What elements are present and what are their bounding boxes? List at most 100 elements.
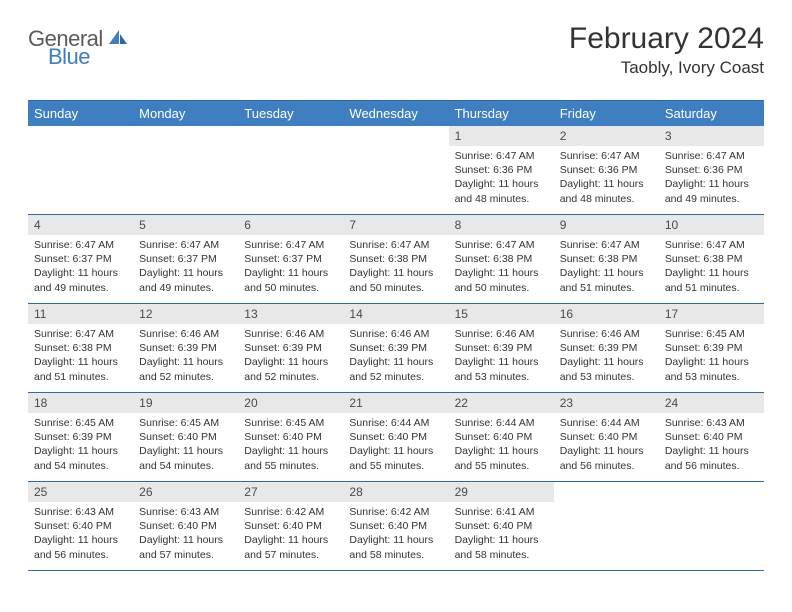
day-number: 9 [554,215,659,235]
empty-cell [554,482,659,570]
day-number: 25 [28,482,133,502]
day-content: Sunrise: 6:45 AMSunset: 6:40 PMDaylight:… [238,413,343,477]
day-content: Sunrise: 6:47 AMSunset: 6:38 PMDaylight:… [554,235,659,299]
day-cell: 10Sunrise: 6:47 AMSunset: 6:38 PMDayligh… [659,215,764,303]
day-header-thursday: Thursday [449,101,554,126]
empty-cell [133,126,238,214]
week-row: 25Sunrise: 6:43 AMSunset: 6:40 PMDayligh… [28,482,764,571]
day-number: 18 [28,393,133,413]
week-row: 1Sunrise: 6:47 AMSunset: 6:36 PMDaylight… [28,126,764,215]
logo: General Blue [28,26,129,52]
day-content: Sunrise: 6:45 AMSunset: 6:40 PMDaylight:… [133,413,238,477]
day-content: Sunrise: 6:42 AMSunset: 6:40 PMDaylight:… [238,502,343,566]
day-header-row: SundayMondayTuesdayWednesdayThursdayFrid… [28,101,764,126]
day-content: Sunrise: 6:44 AMSunset: 6:40 PMDaylight:… [449,413,554,477]
day-cell: 28Sunrise: 6:42 AMSunset: 6:40 PMDayligh… [343,482,448,570]
day-number: 5 [133,215,238,235]
page-header: General Blue February 2024 Taobly, Ivory… [28,22,764,78]
day-number: 12 [133,304,238,324]
month-title: February 2024 [569,22,764,56]
week-row: 18Sunrise: 6:45 AMSunset: 6:39 PMDayligh… [28,393,764,482]
day-cell: 24Sunrise: 6:43 AMSunset: 6:40 PMDayligh… [659,393,764,481]
location-label: Taobly, Ivory Coast [569,58,764,78]
day-cell: 12Sunrise: 6:46 AMSunset: 6:39 PMDayligh… [133,304,238,392]
day-cell: 9Sunrise: 6:47 AMSunset: 6:38 PMDaylight… [554,215,659,303]
day-header-friday: Friday [554,101,659,126]
day-content: Sunrise: 6:45 AMSunset: 6:39 PMDaylight:… [28,413,133,477]
day-number: 8 [449,215,554,235]
day-cell: 13Sunrise: 6:46 AMSunset: 6:39 PMDayligh… [238,304,343,392]
day-content: Sunrise: 6:44 AMSunset: 6:40 PMDaylight:… [554,413,659,477]
day-content: Sunrise: 6:47 AMSunset: 6:36 PMDaylight:… [449,146,554,210]
day-cell: 19Sunrise: 6:45 AMSunset: 6:40 PMDayligh… [133,393,238,481]
day-content: Sunrise: 6:47 AMSunset: 6:36 PMDaylight:… [659,146,764,210]
day-number: 13 [238,304,343,324]
day-content: Sunrise: 6:45 AMSunset: 6:39 PMDaylight:… [659,324,764,388]
day-cell: 15Sunrise: 6:46 AMSunset: 6:39 PMDayligh… [449,304,554,392]
day-number: 27 [238,482,343,502]
day-number: 24 [659,393,764,413]
day-cell: 22Sunrise: 6:44 AMSunset: 6:40 PMDayligh… [449,393,554,481]
day-content: Sunrise: 6:47 AMSunset: 6:38 PMDaylight:… [343,235,448,299]
day-number: 28 [343,482,448,502]
day-cell: 11Sunrise: 6:47 AMSunset: 6:38 PMDayligh… [28,304,133,392]
day-content: Sunrise: 6:47 AMSunset: 6:37 PMDaylight:… [28,235,133,299]
day-number: 23 [554,393,659,413]
empty-cell [343,126,448,214]
day-number: 19 [133,393,238,413]
day-cell: 4Sunrise: 6:47 AMSunset: 6:37 PMDaylight… [28,215,133,303]
day-number: 6 [238,215,343,235]
day-content: Sunrise: 6:43 AMSunset: 6:40 PMDaylight:… [28,502,133,566]
day-content: Sunrise: 6:42 AMSunset: 6:40 PMDaylight:… [343,502,448,566]
day-cell: 25Sunrise: 6:43 AMSunset: 6:40 PMDayligh… [28,482,133,570]
week-row: 11Sunrise: 6:47 AMSunset: 6:38 PMDayligh… [28,304,764,393]
empty-cell [238,126,343,214]
day-content: Sunrise: 6:44 AMSunset: 6:40 PMDaylight:… [343,413,448,477]
day-cell: 18Sunrise: 6:45 AMSunset: 6:39 PMDayligh… [28,393,133,481]
day-cell: 17Sunrise: 6:45 AMSunset: 6:39 PMDayligh… [659,304,764,392]
day-cell: 26Sunrise: 6:43 AMSunset: 6:40 PMDayligh… [133,482,238,570]
day-cell: 8Sunrise: 6:47 AMSunset: 6:38 PMDaylight… [449,215,554,303]
day-content: Sunrise: 6:47 AMSunset: 6:37 PMDaylight:… [133,235,238,299]
day-cell: 27Sunrise: 6:42 AMSunset: 6:40 PMDayligh… [238,482,343,570]
day-number: 22 [449,393,554,413]
day-header-saturday: Saturday [659,101,764,126]
day-number: 11 [28,304,133,324]
day-number: 2 [554,126,659,146]
day-content: Sunrise: 6:47 AMSunset: 6:38 PMDaylight:… [28,324,133,388]
calendar-page: General Blue February 2024 Taobly, Ivory… [0,0,792,591]
weeks-container: 1Sunrise: 6:47 AMSunset: 6:36 PMDaylight… [28,126,764,571]
day-number: 16 [554,304,659,324]
logo-text-blue: Blue [48,44,90,70]
title-block: February 2024 Taobly, Ivory Coast [569,22,764,78]
day-content: Sunrise: 6:47 AMSunset: 6:38 PMDaylight:… [449,235,554,299]
day-number: 7 [343,215,448,235]
calendar-grid: SundayMondayTuesdayWednesdayThursdayFrid… [28,100,764,571]
day-number: 20 [238,393,343,413]
day-content: Sunrise: 6:43 AMSunset: 6:40 PMDaylight:… [133,502,238,566]
day-cell: 2Sunrise: 6:47 AMSunset: 6:36 PMDaylight… [554,126,659,214]
day-header-sunday: Sunday [28,101,133,126]
day-header-monday: Monday [133,101,238,126]
day-cell: 5Sunrise: 6:47 AMSunset: 6:37 PMDaylight… [133,215,238,303]
day-header-tuesday: Tuesday [238,101,343,126]
day-content: Sunrise: 6:41 AMSunset: 6:40 PMDaylight:… [449,502,554,566]
day-content: Sunrise: 6:47 AMSunset: 6:38 PMDaylight:… [659,235,764,299]
day-number: 4 [28,215,133,235]
empty-cell [28,126,133,214]
day-content: Sunrise: 6:46 AMSunset: 6:39 PMDaylight:… [449,324,554,388]
day-header-wednesday: Wednesday [343,101,448,126]
day-number: 14 [343,304,448,324]
day-content: Sunrise: 6:47 AMSunset: 6:36 PMDaylight:… [554,146,659,210]
day-cell: 20Sunrise: 6:45 AMSunset: 6:40 PMDayligh… [238,393,343,481]
day-number: 3 [659,126,764,146]
day-number: 26 [133,482,238,502]
logo-sail-icon [107,28,129,46]
day-content: Sunrise: 6:46 AMSunset: 6:39 PMDaylight:… [554,324,659,388]
day-cell: 1Sunrise: 6:47 AMSunset: 6:36 PMDaylight… [449,126,554,214]
week-row: 4Sunrise: 6:47 AMSunset: 6:37 PMDaylight… [28,215,764,304]
day-number: 15 [449,304,554,324]
day-cell: 6Sunrise: 6:47 AMSunset: 6:37 PMDaylight… [238,215,343,303]
day-content: Sunrise: 6:46 AMSunset: 6:39 PMDaylight:… [238,324,343,388]
day-number: 21 [343,393,448,413]
